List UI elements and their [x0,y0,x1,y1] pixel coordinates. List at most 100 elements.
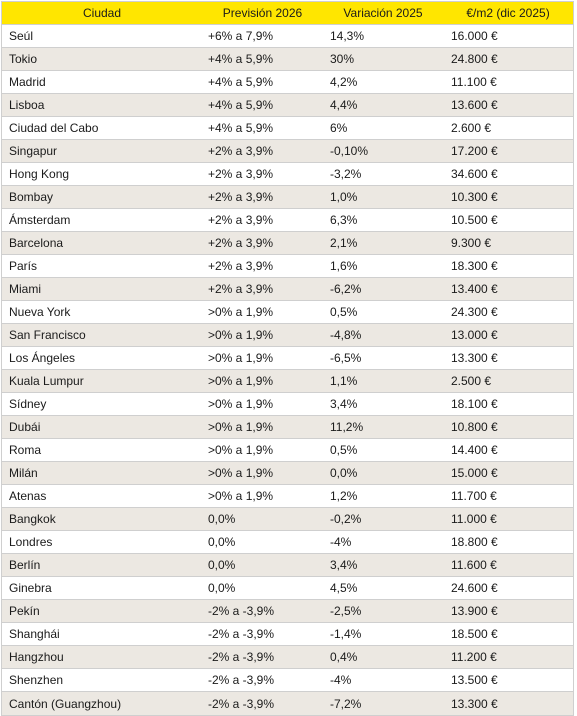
cell-precio-m2: 17.200 € [451,144,498,158]
cell-precio-m2: 10.300 € [451,190,498,204]
cell-ciudad: Atenas [9,489,47,503]
table-row: Singapur +2% a 3,9% -0,10% 17.200 € [2,140,573,163]
table-row: Dubái >0% a 1,9% 11,2% 10.800 € [2,416,573,439]
cell-ciudad: Ámsterdam [9,213,71,227]
cell-ciudad: Ciudad del Cabo [9,121,99,135]
cell-ciudad: Lisboa [9,98,45,112]
cell-ciudad: Cantón (Guangzhou) [9,696,122,711]
cell-ciudad: Londres [9,535,53,549]
header-precio-m2: €/m2 (dic 2025) [466,6,550,20]
cell-ciudad: Madrid [9,75,46,89]
cell-prevision-2026: -2% a -3,9% [208,673,275,687]
table-row: Bangkok 0,0% -0,2% 11.000 € [2,508,573,531]
header-variacion-2025: Variación 2025 [343,6,423,20]
header-prevision-2026: Previsión 2026 [222,6,303,20]
cell-variacion-2025: -0,2% [330,512,362,526]
cell-prevision-2026: +2% a 3,9% [208,144,274,158]
cell-prevision-2026: -2% a -3,9% [208,650,275,664]
cell-precio-m2: 18.300 € [451,259,498,273]
table-row: Los Ángeles >0% a 1,9% -6,5% 13.300 € [2,347,573,370]
cell-precio-m2: 24.300 € [451,305,498,319]
cell-prevision-2026: +6% a 7,9% [208,29,274,43]
header-ciudad: Ciudad [82,6,122,20]
table-row: Miami +2% a 3,9% -6,2% 13.400 € [2,278,573,301]
cell-variacion-2025: -3,2% [330,167,362,181]
cell-precio-m2: 13.600 € [451,98,498,112]
cell-prevision-2026: 0,0% [208,512,236,526]
cell-variacion-2025: -0,10% [330,144,369,158]
cell-precio-m2: 11.100 € [451,75,497,89]
cell-precio-m2: 15.000 € [451,466,498,480]
cell-ciudad: Singapur [9,144,58,158]
cell-precio-m2: 11.600 € [451,558,497,572]
cell-precio-m2: 18.500 € [451,627,498,641]
cell-precio-m2: 2.500 € [451,374,492,388]
table-row: Bombay +2% a 3,9% 1,0% 10.300 € [2,186,573,209]
cell-variacion-2025: -4% [330,673,352,687]
cell-prevision-2026: >0% a 1,9% [208,374,274,388]
cell-ciudad: Bangkok [9,512,56,526]
table-body: Seúl +6% a 7,9% 14,3% 16.000 € Tokio +4% a 5,… [2,25,573,715]
cell-precio-m2: 16.000 € [451,29,498,43]
cell-variacion-2025: -4% [330,535,352,549]
cell-precio-m2: 14.400 € [451,443,498,457]
cell-precio-m2: 13.300 € [451,696,498,711]
cell-prevision-2026: 0,0% [208,581,236,595]
cell-prevision-2026: >0% a 1,9% [208,351,274,365]
cell-ciudad: Berlín [9,558,41,572]
cell-ciudad: Barcelona [9,236,64,250]
cell-prevision-2026: >0% a 1,9% [208,443,274,457]
cell-ciudad: Nueva York [9,305,71,319]
table-row: Kuala Lumpur >0% a 1,9% 1,1% 2.500 € [2,370,573,393]
cell-variacion-2025: 30% [330,52,355,66]
table-row: Berlín 0,0% 3,4% 11.600 € [2,554,573,577]
cell-ciudad: Hangzhou [9,650,64,664]
cell-variacion-2025: 0,0% [330,466,358,480]
cell-prevision-2026: -2% a -3,9% [208,604,275,618]
table-row: Roma >0% a 1,9% 0,5% 14.400 € [2,439,573,462]
cell-precio-m2: 18.100 € [451,397,498,411]
table-row: Ciudad del Cabo +4% a 5,9% 6% 2.600 € [2,117,573,140]
table-row: Hangzhou -2% a -3,9% 0,4% 11.200 € [2,646,573,669]
cell-variacion-2025: 6,3% [330,213,358,227]
table-row: Ginebra 0,0% 4,5% 24.600 € [2,577,573,600]
cell-precio-m2: 34.600 € [451,167,498,181]
cell-prevision-2026: >0% a 1,9% [208,466,274,480]
cell-precio-m2: 13.000 € [451,328,498,342]
cell-variacion-2025: 0,5% [330,305,358,319]
cell-precio-m2: 13.400 € [451,282,498,296]
cell-precio-m2: 10.800 € [451,420,498,434]
cell-ciudad: Seúl [9,29,34,43]
table-row: Shanghái -2% a -3,9% -1,4% 18.500 € [2,623,573,646]
cell-precio-m2: 13.900 € [451,604,498,618]
cell-variacion-2025: 1,1% [330,374,358,388]
cell-precio-m2: 11.200 € [451,650,497,664]
cell-ciudad: Milán [9,466,38,480]
cell-prevision-2026: +2% a 3,9% [208,282,274,296]
table-row: Tokio +4% a 5,9% 30% 24.800 € [2,48,573,71]
cell-prevision-2026: -2% a -3,9% [208,627,275,641]
cell-precio-m2: 18.800 € [451,535,498,549]
cell-ciudad: Tokio [9,52,38,66]
cell-prevision-2026: +2% a 3,9% [208,167,274,181]
table-row: Milán >0% a 1,9% 0,0% 15.000 € [2,462,573,485]
table-row: Shenzhen -2% a -3,9% -4% 13.500 € [2,669,573,692]
cell-variacion-2025: -6,2% [330,282,362,296]
cell-ciudad: Ginebra [9,581,52,595]
cell-variacion-2025: -1,4% [330,627,362,641]
cell-ciudad: Shanghái [9,627,60,641]
cell-prevision-2026: 0,0% [208,558,236,572]
cell-variacion-2025: 4,2% [330,75,358,89]
cell-prevision-2026: 0,0% [208,535,236,549]
cell-variacion-2025: 1,6% [330,259,358,273]
cell-variacion-2025: 0,4% [330,650,358,664]
cell-ciudad: Dubái [9,420,41,434]
cell-precio-m2: 2.600 € [451,121,492,135]
cell-variacion-2025: -2,5% [330,604,362,618]
cell-variacion-2025: -4,8% [330,328,362,342]
table-row: Hong Kong +2% a 3,9% -3,2% 34.600 € [2,163,573,186]
cell-precio-m2: 9.300 € [451,236,492,250]
cell-variacion-2025: 3,4% [330,558,358,572]
cell-variacion-2025: 1,2% [330,489,358,503]
